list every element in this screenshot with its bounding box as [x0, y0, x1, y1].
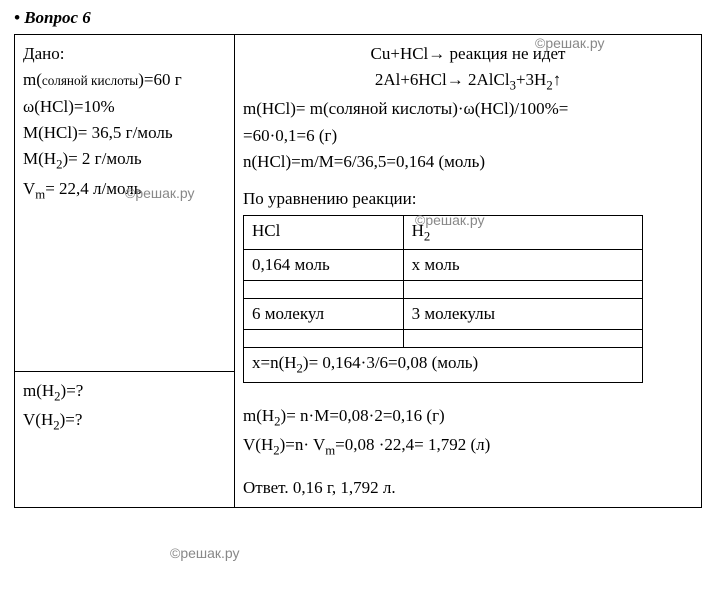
- vol-h2: V(H2)=n· Vm=0,08 ·22,4= 1,792 (л): [243, 432, 693, 461]
- given-line: ω(HCl)=10%: [23, 94, 226, 120]
- equation-1: Cu+HCl→ реакция не идет: [243, 41, 693, 67]
- given-line: m(соляной кислоты)=60 г: [23, 67, 226, 93]
- table-cell: 0,164 моль: [244, 250, 404, 281]
- problem-table: Дано: m(соляной кислоты)=60 г ω(HCl)=10%…: [14, 34, 702, 508]
- given-line: M(HCl)= 36,5 г/моль: [23, 120, 226, 146]
- answer: Ответ. 0,16 г, 1,792 л.: [243, 475, 693, 501]
- given-title: Дано:: [23, 41, 226, 67]
- mass-calc: m(HCl)= m(соляной кислоты)·ω(HCl)/100%=: [243, 96, 693, 122]
- table-cell: 3 молекулы: [403, 299, 642, 330]
- table-header: HCl: [244, 215, 404, 249]
- find-cell: m(H2)=? V(H2)=?: [15, 372, 235, 508]
- table-header: H2: [403, 215, 642, 249]
- table-result: x=n(H2)= 0,164·3/6=0,08 (моль): [244, 348, 643, 382]
- mass-calc-2: =60·0,1=6 (г): [243, 123, 693, 149]
- question-header: • Вопрос 6: [14, 8, 702, 28]
- given-cell: Дано: m(соляной кислоты)=60 г ω(HCl)=10%…: [15, 35, 235, 372]
- given-line: M(H2)= 2 г/моль: [23, 146, 226, 175]
- given-line: Vm= 22,4 л/моль: [23, 176, 226, 205]
- ratio-table: HCl H2 0,164 моль x моль 6 молекул 3 мол…: [243, 215, 643, 383]
- solution-cell: Cu+HCl→ реакция не идет 2Al+6HCl→ 2AlCl3…: [235, 35, 702, 508]
- equation-2: 2Al+6HCl→ 2AlCl3+3H2↑: [243, 67, 693, 96]
- by-equation-label: По уравнению реакции:: [243, 186, 693, 212]
- watermark: ©решак.ру: [170, 545, 240, 561]
- table-cell: x моль: [403, 250, 642, 281]
- mass-h2: m(H2)= n·M=0,08·2=0,16 (г): [243, 403, 693, 432]
- mol-calc: n(HCl)=m/M=6/36,5=0,164 (моль): [243, 149, 693, 175]
- find-line: V(H2)=?: [23, 407, 226, 436]
- find-line: m(H2)=?: [23, 378, 226, 407]
- table-cell: 6 молекул: [244, 299, 404, 330]
